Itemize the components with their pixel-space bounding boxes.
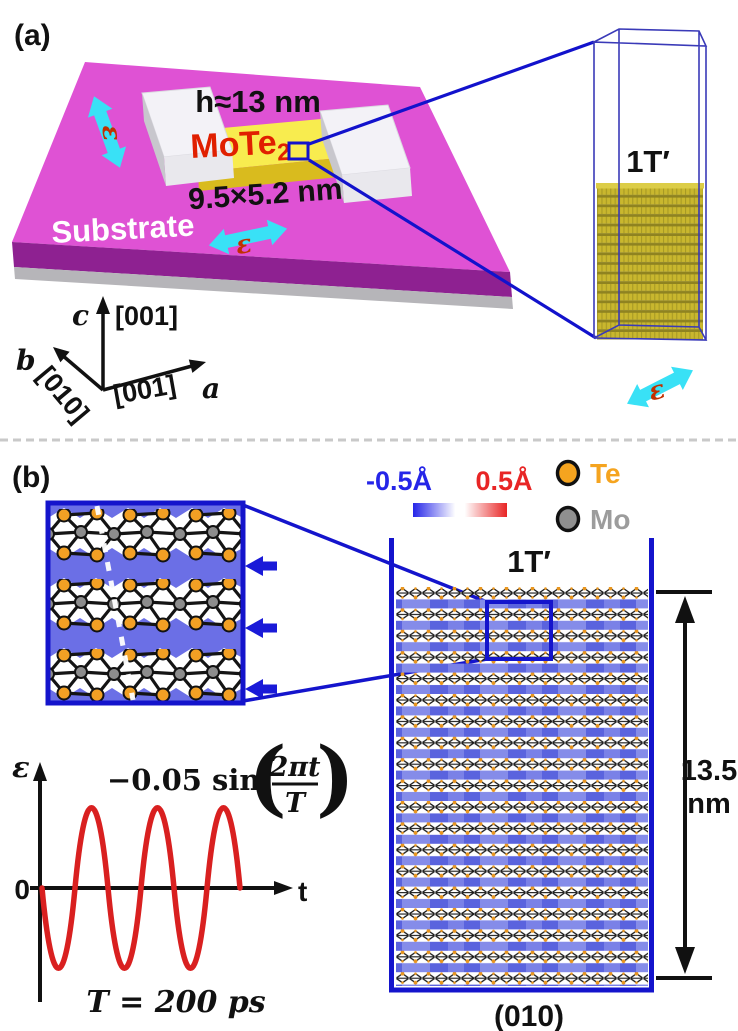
- material-base: MoTe: [189, 124, 277, 166]
- inset-layers: [48, 503, 243, 703]
- plot-xlabel: t: [298, 876, 307, 907]
- axis-c-dir: [001]: [115, 301, 178, 331]
- strain-sine-curve: [39, 805, 243, 971]
- axis-b-dir: [010]: [31, 361, 94, 429]
- material-sub: 2: [276, 139, 291, 167]
- strain-arrow-bottom: [208, 219, 288, 255]
- highlight-region-box: [485, 600, 553, 661]
- axis-b-arrowhead: [53, 347, 70, 363]
- formula-paren-close: ): [316, 730, 355, 826]
- zoom-region-box: [287, 141, 310, 161]
- substrate-base-edge: [14, 267, 513, 309]
- dimension-arrowhead-down: [675, 947, 695, 974]
- zoom-connector-top: [308, 40, 595, 146]
- axis-a-dir: [001]: [111, 369, 178, 409]
- axis-c-label: c: [72, 299, 89, 332]
- axis-b-label: b: [16, 344, 36, 377]
- compression-arrow-3: [245, 679, 277, 699]
- substrate-label: Substrate: [51, 208, 196, 250]
- formula-prefix: −0.05 sin: [107, 763, 260, 797]
- axis-a-label: a: [202, 372, 220, 405]
- height-unit: nm: [687, 788, 731, 820]
- left-electrode-front: [164, 150, 234, 186]
- strain-formula: −0.05 sin ( 2πt T ): [107, 730, 355, 826]
- inset-border: [45, 500, 246, 706]
- inset-atoms: [48, 503, 243, 703]
- formula-paren-open: (: [248, 730, 287, 826]
- height-dimension: [656, 590, 712, 980]
- strain-epsilon-bottom: ε: [233, 229, 254, 261]
- colorbar-gradient: [413, 503, 507, 517]
- phase-label-a: 1T′: [626, 144, 670, 179]
- height-label: h≈13 nm: [195, 84, 321, 119]
- formula-denominator: T: [285, 788, 307, 819]
- atom-legend: Te Mo: [555, 458, 630, 535]
- plane-label: (010): [494, 1000, 564, 1031]
- compression-arrow-2: [245, 618, 277, 638]
- plot-ylabel: ε: [12, 750, 30, 784]
- strain-time-plot: ε 0 t −0.05 sin ( 2πt T ) T = 200 ps: [12, 730, 355, 1020]
- panel-b-label: (b): [12, 461, 50, 494]
- mo-label: Mo: [590, 504, 630, 535]
- zoom-connector-bottom: [308, 158, 597, 340]
- axis-b-line: [60, 353, 105, 392]
- compression-arrow-1: [245, 556, 277, 576]
- wireframe-box: [590, 28, 708, 341]
- mo-atom-icon: [555, 505, 581, 533]
- height-value: 13.5: [681, 755, 737, 787]
- plot-x-arrowhead: [274, 881, 293, 895]
- material-label: MoTe2: [189, 123, 291, 171]
- dimension-arrowhead-up: [675, 596, 695, 623]
- substrate-front-face: [12, 242, 512, 297]
- bar-front-face: [198, 158, 339, 191]
- phase-label-b: 1T′: [507, 544, 551, 579]
- te-label: Te: [590, 458, 621, 489]
- axis-c-arrowhead: [96, 296, 110, 314]
- crystal-slab-3d: [596, 183, 704, 340]
- simulation-cell: 1T′ (010): [389, 538, 654, 1031]
- panel-a-label: (a): [14, 19, 51, 52]
- right-electrode-front: [342, 168, 412, 203]
- colorbar-min-label: -0.5Å: [366, 465, 432, 496]
- inset-dashed-guide: [94, 505, 136, 701]
- structure-atom-rows: [396, 587, 648, 986]
- plot-y-arrowhead: [33, 762, 47, 781]
- period-label: T = 200 ps: [86, 985, 265, 1020]
- slab-top-face: [596, 183, 704, 189]
- strain-epsilon-left: ε: [95, 123, 127, 143]
- colorbar-max-label: 0.5Å: [475, 465, 532, 496]
- magnified-inset: [45, 500, 488, 706]
- left-electrode-side: [142, 93, 166, 186]
- slab-layers: [597, 188, 703, 340]
- plot-zero-label: 0: [14, 874, 30, 905]
- right-electrode-side: [320, 111, 344, 203]
- panel-a: ε ε h≈13 nm MoTe2 9.5×5.2 nm Substrate 1…: [0, 19, 738, 442]
- te-atom-icon: [555, 459, 581, 487]
- right-electrode: [319, 104, 412, 203]
- formula-numerator: 2πt: [268, 752, 321, 783]
- strain-arrow-box: [627, 366, 693, 408]
- crystal-axes: [53, 296, 206, 392]
- axis-a-line: [102, 364, 193, 392]
- displacement-colorbar: -0.5Å 0.5Å: [366, 465, 533, 517]
- panel-b: (b) -0.5Å 0.5Å Te Mo ε: [12, 458, 737, 1031]
- strain-arrow-left: [87, 96, 127, 168]
- inset-connector-top: [242, 503, 488, 604]
- axis-a-arrowhead: [188, 359, 206, 373]
- left-electrode: [141, 86, 234, 186]
